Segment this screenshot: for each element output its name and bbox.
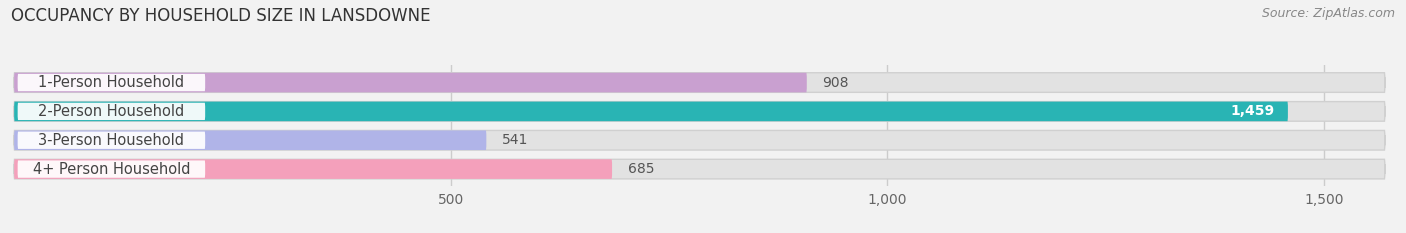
FancyBboxPatch shape <box>14 73 1385 92</box>
Text: 908: 908 <box>823 75 849 89</box>
Text: 4+ Person Household: 4+ Person Household <box>32 162 190 177</box>
FancyBboxPatch shape <box>17 161 205 178</box>
FancyBboxPatch shape <box>14 102 1288 121</box>
Text: 3-Person Household: 3-Person Household <box>38 133 184 148</box>
FancyBboxPatch shape <box>17 74 205 91</box>
FancyBboxPatch shape <box>14 159 1385 179</box>
FancyBboxPatch shape <box>14 102 1385 121</box>
Text: 541: 541 <box>502 133 529 147</box>
Text: 1,459: 1,459 <box>1230 104 1275 118</box>
FancyBboxPatch shape <box>14 130 1385 150</box>
FancyBboxPatch shape <box>14 130 486 150</box>
Text: 1-Person Household: 1-Person Household <box>38 75 184 90</box>
FancyBboxPatch shape <box>17 132 205 149</box>
FancyBboxPatch shape <box>14 73 807 92</box>
FancyBboxPatch shape <box>17 103 205 120</box>
Text: 685: 685 <box>628 162 654 176</box>
Text: OCCUPANCY BY HOUSEHOLD SIZE IN LANSDOWNE: OCCUPANCY BY HOUSEHOLD SIZE IN LANSDOWNE <box>11 7 430 25</box>
FancyBboxPatch shape <box>14 159 612 179</box>
Text: 2-Person Household: 2-Person Household <box>38 104 184 119</box>
Text: Source: ZipAtlas.com: Source: ZipAtlas.com <box>1261 7 1395 20</box>
